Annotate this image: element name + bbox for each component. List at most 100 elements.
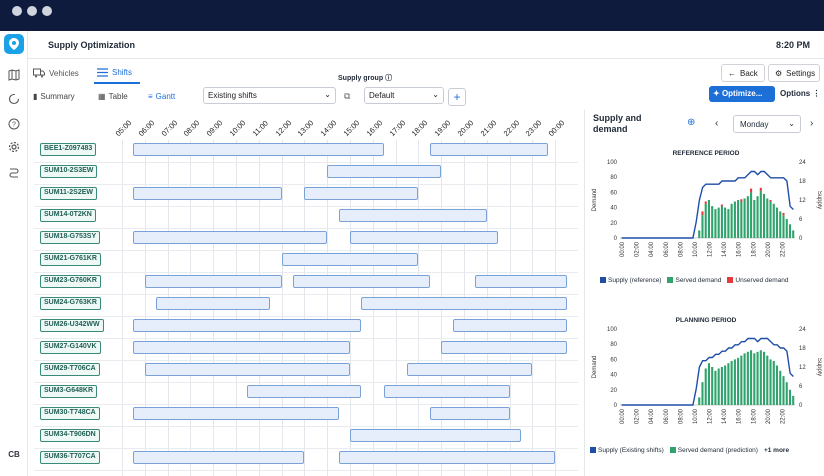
served-demand-bar [714, 370, 717, 405]
vehicle-label[interactable]: SUM24-G763KR [40, 297, 101, 310]
gear-icon[interactable] [7, 140, 21, 154]
served-demand-bar [704, 368, 707, 405]
subtab-summary[interactable]: ▮ Summary [33, 92, 75, 101]
legend-more[interactable]: +1 more [763, 447, 790, 454]
shift-bar[interactable] [133, 143, 385, 156]
served-demand-bar [743, 198, 746, 238]
shift-bar[interactable] [133, 187, 282, 200]
vehicle-label[interactable]: SUM18-G753SY [40, 231, 101, 244]
supply-group-select[interactable]: Default ⌄ [364, 87, 444, 104]
shift-bar[interactable] [133, 319, 362, 332]
window-minimize-dot[interactable] [27, 6, 37, 16]
window-close-dot[interactable] [12, 6, 22, 16]
window-maximize-dot[interactable] [42, 6, 52, 16]
vehicle-label[interactable]: SUM10-2S3EW [40, 165, 98, 178]
shift-bar[interactable] [327, 165, 442, 178]
chevron-down-icon: ⌄ [432, 90, 439, 99]
subtab-table[interactable]: ▦ Table [98, 92, 128, 101]
legend-label: Served demand [675, 277, 722, 284]
hour-tick-label: 16:00 [364, 118, 385, 138]
shift-bar[interactable] [350, 429, 521, 442]
y-tick-label: 20 [610, 221, 617, 227]
y-tick-label: 80 [610, 175, 617, 181]
vehicle-label[interactable]: SUM11-2S2EW [40, 187, 98, 200]
legend-item: Served demand (prediction) [669, 447, 758, 454]
add-supply-group-button[interactable]: + [448, 88, 466, 106]
app-logo-icon[interactable] [4, 34, 24, 54]
served-demand-bar [724, 207, 727, 238]
tab-vehicles[interactable]: Vehicles [33, 68, 79, 78]
day-select[interactable]: Monday ⌄ [733, 115, 801, 133]
legend-label: Supply (reference) [608, 277, 662, 284]
chevron-left-icon[interactable]: ‹ [715, 118, 719, 129]
gantt-hour-gridline [327, 140, 329, 476]
y2-tick-label: 18 [799, 179, 806, 185]
unserved-demand-bar [782, 212, 785, 216]
vehicle-label[interactable]: SUM29-T706CA [40, 363, 100, 376]
shift-bar[interactable] [304, 187, 419, 200]
shift-bar[interactable] [133, 451, 305, 464]
vehicle-label[interactable]: SUM26-U342WW [40, 319, 104, 332]
map-icon[interactable] [7, 68, 21, 82]
gantt-row-divider [34, 162, 578, 163]
x-tick-label: 20:00 [766, 241, 772, 257]
shift-bar[interactable] [475, 275, 567, 288]
gantt-row-divider [34, 184, 578, 185]
shift-bar[interactable] [144, 275, 282, 288]
shift-bar[interactable] [144, 363, 350, 376]
shift-bar[interactable] [133, 231, 328, 244]
options-menu[interactable]: Options ⋮ [780, 89, 820, 98]
route-icon[interactable] [7, 165, 21, 179]
vehicle-label[interactable]: SUM27-G140VK [40, 341, 101, 354]
x-tick-label: 22:00 [780, 408, 786, 424]
refresh-icon[interactable] [7, 92, 21, 106]
vehicle-label[interactable]: SUM3-G648KR [40, 385, 98, 398]
subtab-gantt[interactable]: ≡ Gantt [148, 92, 175, 101]
view-switcher: ▮ Summary ▦ Table ≡ Gantt Existing shifts ⌄ … [28, 85, 584, 109]
shift-bar[interactable] [338, 451, 556, 464]
shift-bar[interactable] [338, 209, 487, 222]
vehicle-label[interactable]: SUM23-G760KR [40, 275, 101, 288]
vehicle-label[interactable]: SUM36-T707CA [40, 451, 100, 464]
shift-bar[interactable] [156, 297, 271, 310]
shift-bar[interactable] [452, 319, 567, 332]
zoom-icon[interactable]: ⊕ [687, 117, 696, 128]
gantt-icon: ≡ [148, 92, 153, 101]
shift-bar[interactable] [247, 385, 362, 398]
optimize-button[interactable]: ✦ Optimize... [709, 86, 775, 102]
copy-icon[interactable]: ⧉ [344, 91, 351, 101]
y-axis-label: Demand [592, 356, 598, 379]
settings-button[interactable]: ⚙ Settings [768, 64, 820, 82]
chevron-right-icon[interactable]: › [810, 118, 814, 129]
back-button[interactable]: ← Back [721, 64, 765, 82]
shift-bar[interactable] [429, 143, 549, 156]
vehicle-label[interactable]: SUM14-0T2KN [40, 209, 96, 222]
tab-shifts[interactable]: Shifts [97, 68, 132, 77]
vehicle-label[interactable]: SUM30-T748CA [40, 407, 100, 420]
gantt-hour-gridline [144, 140, 146, 476]
vehicle-label[interactable]: SUM34-T906DN [40, 429, 100, 442]
legend-swatch [669, 447, 676, 454]
hour-tick-label: 23:00 [524, 118, 544, 138]
shift-bar[interactable] [384, 385, 510, 398]
y2-tick-label: 0 [799, 403, 803, 409]
help-icon[interactable]: ? [7, 117, 21, 131]
shift-bar[interactable] [429, 407, 510, 420]
legend-swatch [600, 277, 606, 284]
shift-bar[interactable] [133, 341, 350, 354]
shift-source-select[interactable]: Existing shifts ⌄ [203, 87, 336, 104]
shift-bar[interactable] [281, 253, 419, 266]
shift-bar[interactable] [441, 341, 567, 354]
shift-bar[interactable] [407, 363, 533, 376]
shift-bar[interactable] [133, 407, 339, 420]
help-icon[interactable]: ⓘ [385, 75, 393, 82]
vehicle-label[interactable]: SUM21-G761KR [40, 253, 101, 266]
served-demand-bar [701, 382, 704, 405]
user-avatar[interactable]: CB [8, 450, 20, 459]
y-tick-label: 0 [614, 236, 618, 242]
y-axis-label: Demand [592, 189, 598, 212]
shift-bar[interactable] [293, 275, 430, 288]
shift-bar[interactable] [350, 231, 499, 244]
vehicle-label[interactable]: BEE1-Z097483 [40, 143, 97, 156]
shift-bar[interactable] [361, 297, 567, 310]
